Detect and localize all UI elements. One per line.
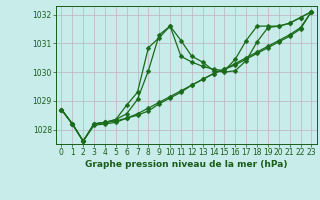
- X-axis label: Graphe pression niveau de la mer (hPa): Graphe pression niveau de la mer (hPa): [85, 160, 288, 169]
